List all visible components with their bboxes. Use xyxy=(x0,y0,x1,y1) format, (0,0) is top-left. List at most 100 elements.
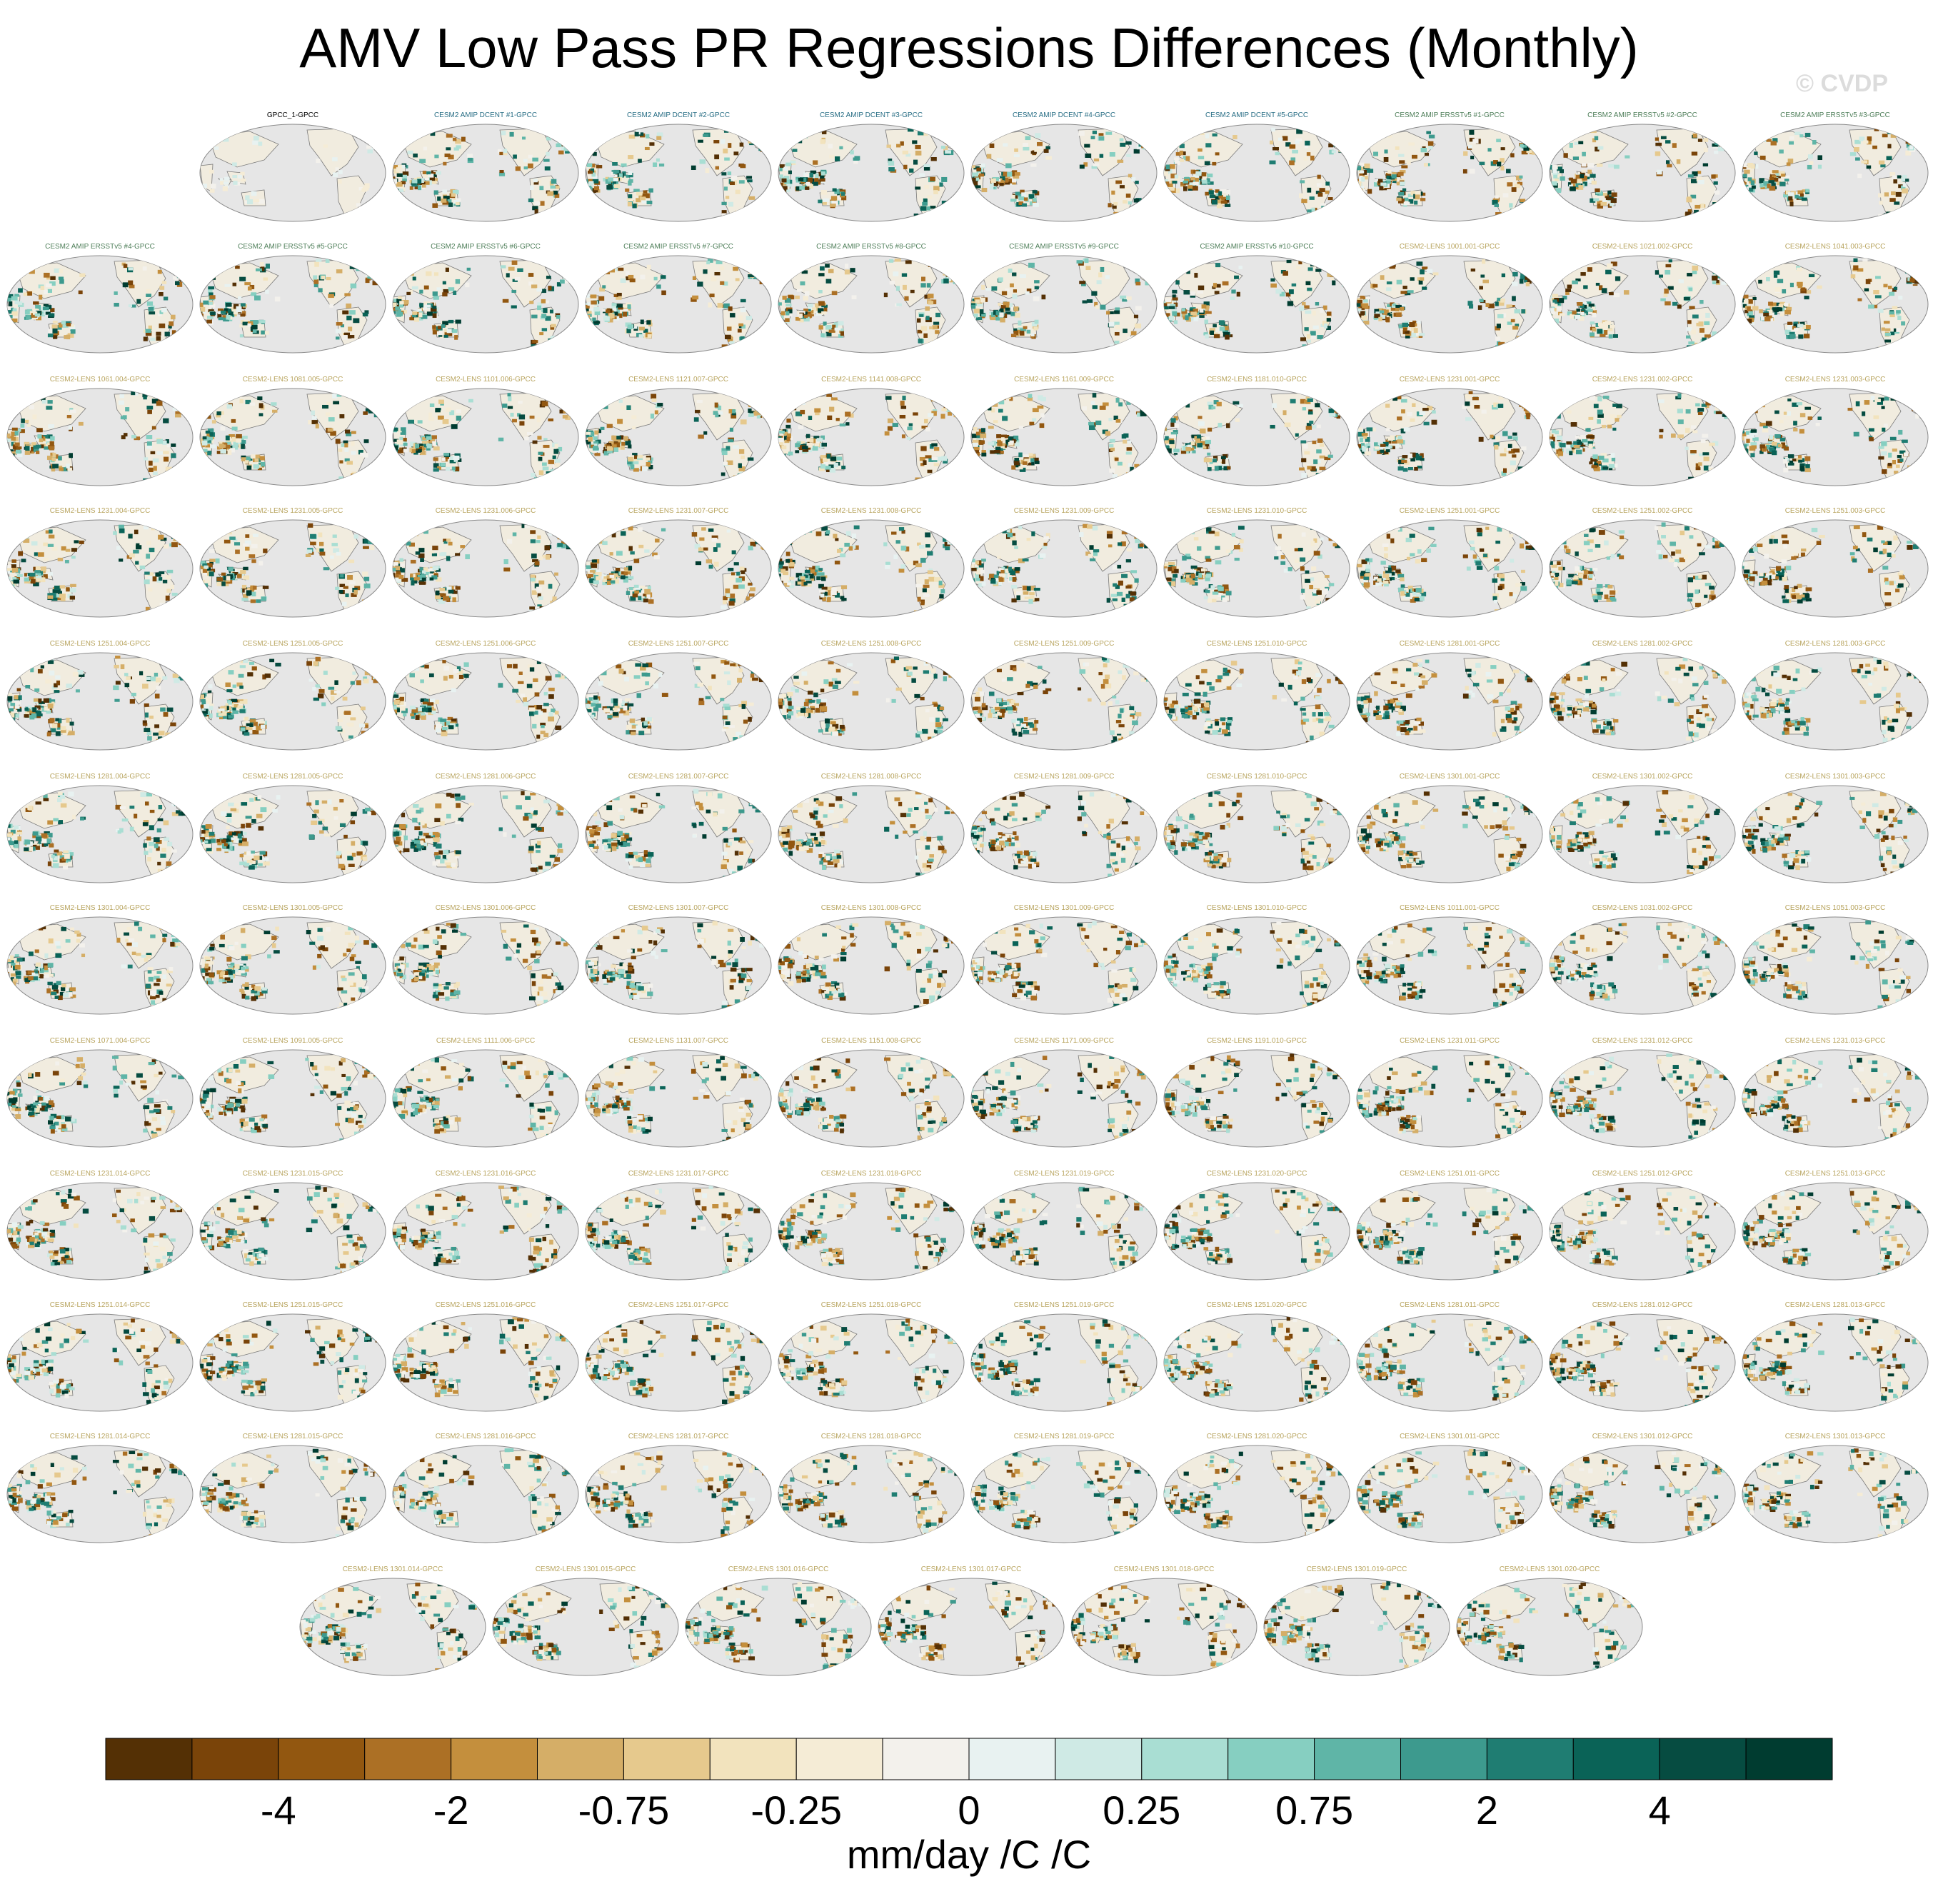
anomaly-cell xyxy=(568,261,573,265)
anomaly-cell xyxy=(788,309,793,314)
anomaly-cell xyxy=(1659,274,1664,278)
anomaly-cell xyxy=(1517,214,1522,217)
anomaly-cell xyxy=(435,408,441,413)
anomaly-cell xyxy=(1420,458,1425,461)
map-panel: CESM2 AMIP ERSSTv5 #7-GPCC xyxy=(585,243,772,354)
anomaly-cell xyxy=(738,315,743,321)
anomaly-cell xyxy=(1391,440,1397,444)
anomaly-cell xyxy=(206,415,211,419)
panel-title: CESM2-LENS 1101.006-GPCC xyxy=(436,376,536,384)
anomaly-cell xyxy=(7,438,11,443)
anomaly-cell xyxy=(1207,401,1213,406)
anomaly-cell xyxy=(156,342,164,348)
anomaly-cell xyxy=(1338,269,1342,274)
anomaly-cell xyxy=(1714,262,1721,267)
anomaly-cell xyxy=(640,319,644,324)
anomaly-cell xyxy=(1180,159,1185,162)
anomaly-cell xyxy=(1338,144,1345,148)
anomaly-cell xyxy=(332,394,338,399)
anomaly-cell xyxy=(568,396,573,401)
anomaly-cell xyxy=(1150,272,1155,277)
anomaly-cell xyxy=(9,454,15,457)
anomaly-cell xyxy=(235,265,240,269)
anomaly-cell xyxy=(1180,182,1186,186)
anomaly-cell xyxy=(1784,329,1791,335)
anomaly-cell xyxy=(393,311,396,314)
anomaly-cell xyxy=(1305,281,1311,286)
anomaly-cell xyxy=(51,324,58,329)
anomaly-cell xyxy=(1588,444,1593,449)
anomaly-cell xyxy=(1412,403,1416,407)
anomaly-cell xyxy=(1759,155,1766,160)
anomaly-cell xyxy=(974,174,981,180)
anomaly-cell xyxy=(409,186,413,190)
anomaly-cell xyxy=(375,409,380,414)
anomaly-cell xyxy=(807,309,811,314)
anomaly-cell xyxy=(738,391,743,397)
anomaly-cell xyxy=(452,189,459,195)
anomaly-cell xyxy=(522,136,526,140)
anomaly-cell xyxy=(1320,203,1327,207)
anomaly-cell xyxy=(184,394,189,398)
anomaly-cell xyxy=(241,306,246,309)
anomaly-cell xyxy=(703,134,709,137)
anomaly-cell xyxy=(893,271,899,276)
anomaly-cell xyxy=(209,301,213,305)
anomaly-cell xyxy=(232,282,237,286)
anomaly-cell xyxy=(1750,180,1755,186)
anomaly-cell xyxy=(608,177,613,182)
anomaly-cell xyxy=(1493,442,1500,446)
anomaly-cell xyxy=(1106,311,1110,315)
anomaly-cell xyxy=(630,464,635,470)
anomaly-cell xyxy=(760,136,768,141)
anomaly-cell xyxy=(1122,215,1128,220)
anomaly-cell xyxy=(498,172,506,176)
anomaly-cell xyxy=(1410,458,1415,462)
anomaly-cell xyxy=(986,154,992,159)
anomaly-cell xyxy=(731,412,736,416)
anomaly-cell xyxy=(393,176,396,180)
anomaly-cell xyxy=(534,201,541,206)
anomaly-cell xyxy=(200,187,203,192)
anomaly-cell xyxy=(38,261,44,266)
anomaly-cell xyxy=(1495,195,1499,199)
anomaly-cell xyxy=(1295,433,1299,437)
anomaly-cell xyxy=(797,132,803,136)
anomaly-cell xyxy=(1341,131,1345,136)
anomaly-cell xyxy=(1405,330,1410,334)
anomaly-cell xyxy=(955,271,961,276)
panel-title: CESM2-LENS 1061.004-GPCC xyxy=(50,376,151,384)
anomaly-cell xyxy=(1400,429,1406,434)
anomaly-cell xyxy=(1752,296,1757,301)
anomaly-cell xyxy=(1502,193,1509,198)
anomaly-cell xyxy=(1717,134,1721,137)
anomaly-cell xyxy=(803,314,808,319)
anomaly-cell xyxy=(1612,404,1617,407)
anomaly-cell xyxy=(839,423,846,427)
anomaly-cell xyxy=(232,162,237,166)
anomaly-cell xyxy=(548,418,554,421)
anomaly-cell xyxy=(1108,444,1114,448)
anomaly-cell xyxy=(1901,185,1906,191)
anomaly-cell xyxy=(974,450,980,454)
anomaly-cell xyxy=(174,399,179,404)
anomaly-cell xyxy=(348,343,353,348)
anomaly-cell xyxy=(11,431,16,436)
anomaly-cell xyxy=(258,403,263,409)
anomaly-cell xyxy=(1598,285,1603,291)
anomaly-cell xyxy=(905,153,911,157)
anomaly-cell xyxy=(1002,416,1008,421)
anomaly-cell xyxy=(1407,290,1414,294)
anomaly-cell xyxy=(1193,175,1200,180)
anomaly-cell xyxy=(807,177,813,182)
anomaly-cell xyxy=(313,284,318,288)
anomaly-cell xyxy=(395,428,402,433)
anomaly-cell xyxy=(692,295,699,300)
anomaly-cell xyxy=(1045,146,1050,150)
anomaly-cell xyxy=(691,165,696,171)
anomaly-cell xyxy=(605,179,612,184)
anomaly-cell xyxy=(1282,136,1288,141)
anomaly-cell xyxy=(742,212,748,217)
anomaly-cell xyxy=(614,184,621,189)
anomaly-cell xyxy=(1380,275,1385,280)
